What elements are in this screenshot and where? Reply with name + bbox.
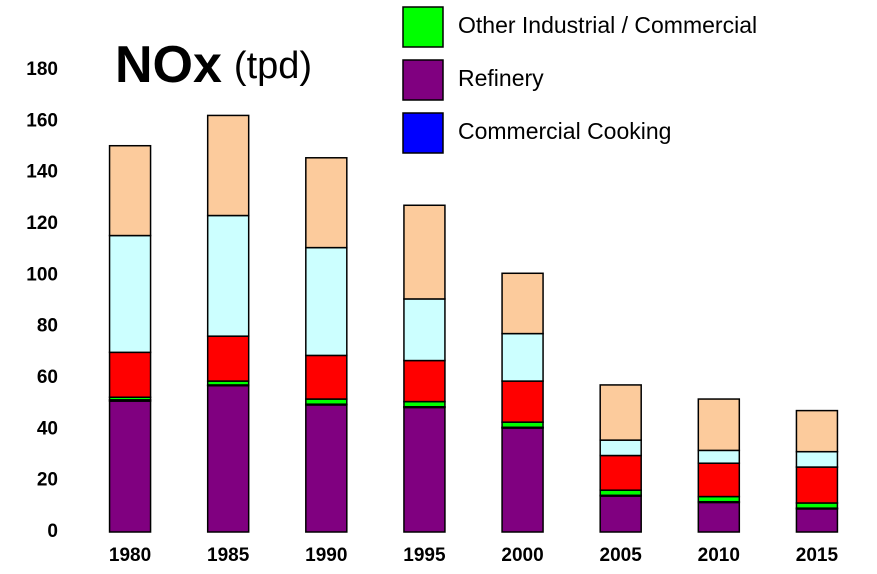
bar-segment: [795, 508, 839, 533]
bar-segment: [403, 400, 446, 408]
bar-segment: [697, 501, 741, 533]
bar-segment: [599, 384, 642, 441]
y-tick-label: 60: [37, 367, 58, 388]
legend-swatch: [402, 59, 444, 101]
y-tick-label: 100: [26, 264, 58, 285]
x-tick-label: 2000: [501, 545, 543, 566]
x-tick-label: 1985: [207, 545, 250, 566]
bar-segment: [501, 332, 544, 382]
y-tick-label: 80: [37, 316, 58, 337]
bar-segment: [795, 502, 839, 509]
legend-swatch: [402, 112, 444, 154]
bar-segment: [599, 495, 642, 533]
title-unit: (tpd): [234, 45, 312, 87]
bar-segment: [599, 454, 642, 491]
legend-label: Refinery: [458, 65, 544, 91]
bar-segment: [403, 406, 446, 533]
y-tick-label: 40: [37, 418, 58, 439]
bar-segment: [305, 157, 348, 249]
legend-label: Other Industrial / Commercial: [458, 12, 757, 38]
bar-segment: [108, 400, 152, 533]
x-tick-label: 2015: [796, 545, 839, 566]
bar-segment: [206, 214, 250, 337]
bar-segment: [108, 144, 152, 237]
bar-segment: [501, 380, 544, 423]
bar-segment: [501, 421, 544, 429]
title-main: NOx: [115, 36, 222, 94]
bar-segment: [697, 398, 741, 452]
y-tick-label: 20: [37, 470, 58, 491]
bar-segment: [697, 495, 741, 503]
bar-segment: [403, 298, 446, 362]
chart-title: NOx (tpd): [115, 36, 312, 94]
bar-segment: [795, 409, 839, 453]
bar-segment: [501, 272, 544, 335]
bar-segment: [206, 335, 250, 382]
x-tick-label: 1990: [305, 545, 347, 566]
bar-segment: [697, 462, 741, 498]
bar-segment: [108, 351, 152, 399]
bar-segment: [795, 466, 839, 504]
y-tick-label: 140: [26, 162, 58, 183]
y-tick-label: 180: [26, 59, 58, 80]
bar-segment: [206, 114, 250, 217]
bar-segment: [206, 384, 250, 533]
bar-segment: [697, 449, 741, 464]
legend-label: Commercial Cooking: [458, 118, 671, 144]
legend-swatch: [402, 6, 444, 48]
bar-segment: [305, 398, 348, 405]
bar-segment: [403, 359, 446, 403]
bar-segment: [305, 246, 348, 357]
bar-segment: [403, 204, 446, 300]
bar-segment: [795, 450, 839, 468]
y-tick-label: 0: [47, 521, 58, 542]
bar-segment: [305, 354, 348, 400]
x-tick-label: 2005: [600, 545, 643, 566]
bar-segment: [108, 234, 152, 354]
x-tick-label: 1995: [403, 545, 446, 566]
x-tick-label: 1980: [109, 545, 151, 566]
bar-segment: [305, 404, 348, 533]
y-tick-label: 160: [26, 110, 58, 131]
x-tick-label: 2010: [698, 545, 740, 566]
y-tick-label: 120: [26, 213, 58, 234]
bar-segment: [599, 439, 642, 457]
bar-segment: [501, 427, 544, 533]
bar-segment: [599, 489, 642, 497]
